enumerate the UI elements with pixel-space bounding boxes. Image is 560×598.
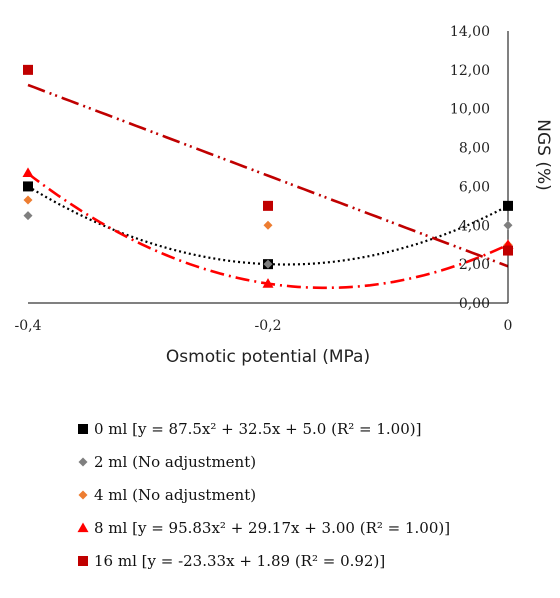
- tick-labels: 0,00 2,00 4,00 6,00 8,00 10,00 12,00 14,00 -0,4 -…: [15, 24, 513, 334]
- y-tick-label: 10,00: [450, 102, 490, 118]
- y-tick-label: 12,00: [450, 63, 490, 79]
- legend-label: 16 ml [y = -23.33x + 1.89 (R² = 0.92)]: [94, 551, 386, 570]
- diamond-marker-icon: [74, 453, 92, 471]
- y-tick-label: 4,00: [459, 218, 490, 234]
- triangle-marker-icon: [74, 519, 92, 537]
- legend-item: 0 ml [y = 87.5x² + 32.5x + 5.0 (R² = 1.0…: [74, 412, 554, 445]
- data-point: [23, 181, 33, 192]
- data-point: [263, 200, 273, 211]
- square-marker-icon: [74, 552, 92, 570]
- legend-item: 8 ml [y = 95.83x² + 29.17x + 3.00 (R² = …: [74, 511, 554, 544]
- data-point: [263, 259, 273, 269]
- data-point: [23, 211, 33, 221]
- y-tick-label: 6,00: [459, 179, 490, 195]
- legend-label: 8 ml [y = 95.83x² + 29.17x + 3.00 (R² = …: [94, 518, 451, 537]
- y-axis-title: NGS (%): [533, 119, 553, 191]
- data-point: [22, 167, 34, 177]
- diamond-marker-icon: [74, 486, 92, 504]
- legend-label: 0 ml [y = 87.5x² + 32.5x + 5.0 (R² = 1.0…: [94, 419, 422, 438]
- legend-label: 2 ml (No adjustment): [94, 452, 257, 471]
- trendline: [27, 172, 509, 290]
- x-tick-label: -0,2: [255, 318, 282, 334]
- legend-item: 2 ml (No adjustment): [74, 445, 554, 478]
- axes: [28, 31, 509, 304]
- chart: 0,00 2,00 4,00 6,00 8,00 10,00 12,00 14,00 -0,4 -…: [15, 24, 554, 367]
- legend-item: 4 ml (No adjustment): [74, 478, 554, 511]
- data-points: [22, 64, 514, 288]
- trendlines: [27, 83, 509, 290]
- data-point: [23, 64, 33, 75]
- data-point: [503, 220, 513, 230]
- trendline: [27, 83, 509, 268]
- y-tick-label: 0,00: [459, 296, 490, 312]
- x-tick-label: -0,4: [15, 318, 42, 334]
- data-point: [263, 220, 273, 230]
- legend-item: 16 ml [y = -23.33x + 1.89 (R² = 0.92)]: [74, 544, 554, 577]
- y-tick-label: 14,00: [450, 24, 490, 40]
- x-tick-label: 0: [504, 318, 513, 334]
- legend: 0 ml [y = 87.5x² + 32.5x + 5.0 (R² = 1.0…: [74, 412, 554, 577]
- data-point: [503, 200, 513, 211]
- x-axis-title: Osmotic potential (MPa): [166, 347, 370, 367]
- y-tick-label: 2,00: [459, 257, 490, 273]
- data-point: [23, 195, 33, 205]
- square-marker-icon: [74, 420, 92, 438]
- y-tick-label: 8,00: [459, 141, 490, 157]
- data-point: [262, 278, 274, 288]
- data-point: [503, 245, 513, 256]
- legend-label: 4 ml (No adjustment): [94, 485, 257, 504]
